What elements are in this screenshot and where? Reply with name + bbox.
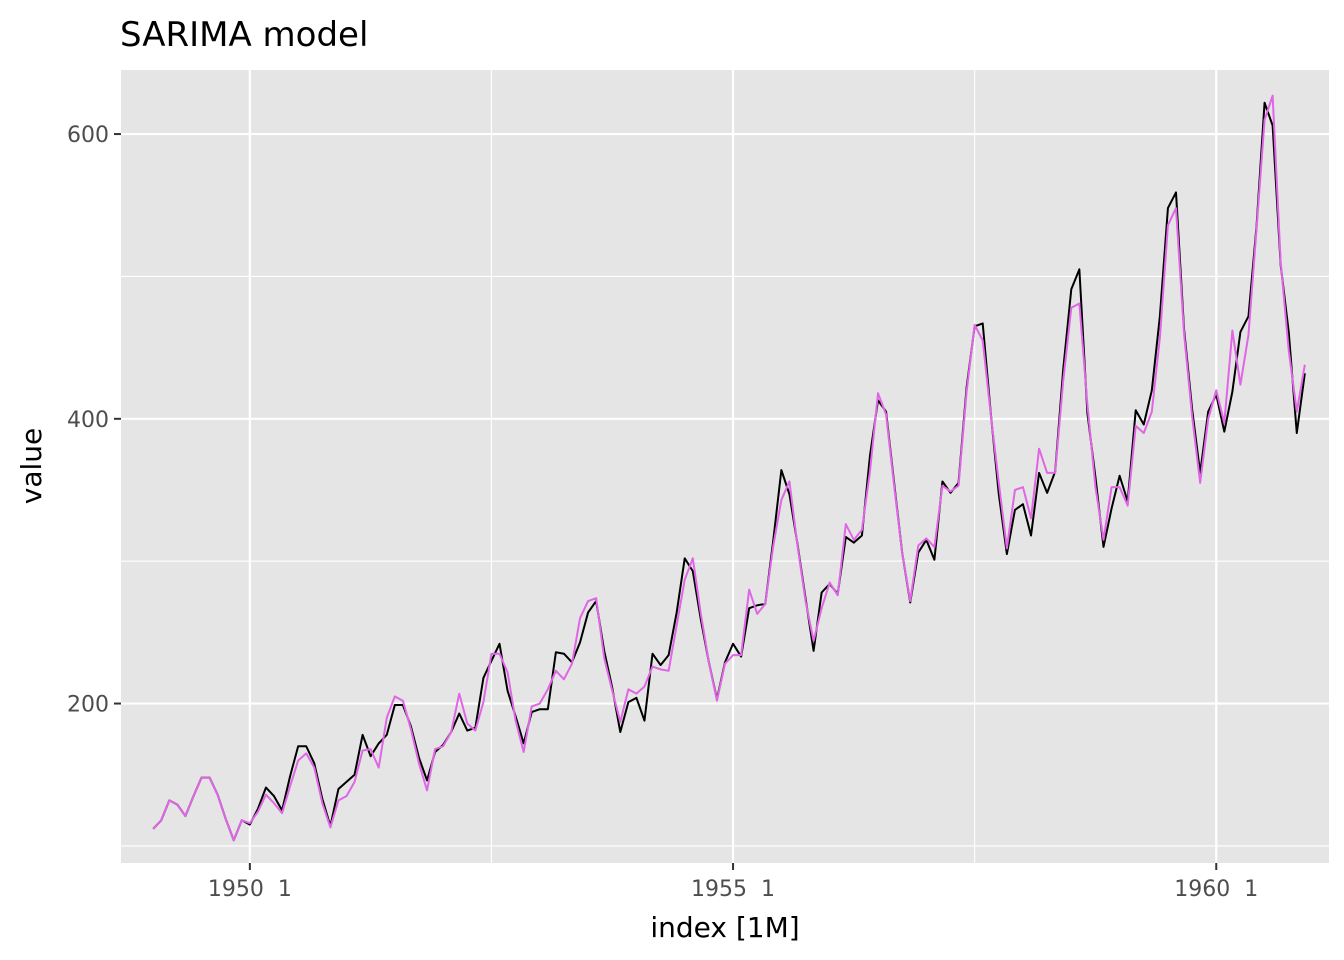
y-tick-label: 200 — [67, 693, 109, 718]
y-axis: 200 400 600 — [67, 123, 121, 718]
series-layer — [152, 94, 1306, 842]
y-axis-title: value — [15, 428, 48, 504]
x-axis: 1950 1 1955 1 1960 1 — [208, 863, 1258, 902]
series-actual-line — [152, 101, 1306, 842]
gridlines — [121, 70, 1329, 863]
y-tick-label: 600 — [67, 123, 109, 148]
plot-panel — [121, 70, 1329, 863]
series-fitted-line — [152, 94, 1306, 842]
x-tick-label: 1960 1 — [1174, 877, 1258, 902]
x-tick-label: 1955 1 — [691, 877, 775, 902]
x-tick-label: 1950 1 — [208, 877, 292, 902]
y-tick-label: 400 — [67, 408, 109, 433]
chart-title: SARIMA model — [120, 15, 368, 55]
x-axis-title: index [1M] — [650, 911, 799, 944]
